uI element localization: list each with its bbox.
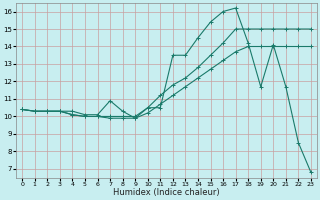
X-axis label: Humidex (Indice chaleur): Humidex (Indice chaleur) xyxy=(113,188,220,197)
